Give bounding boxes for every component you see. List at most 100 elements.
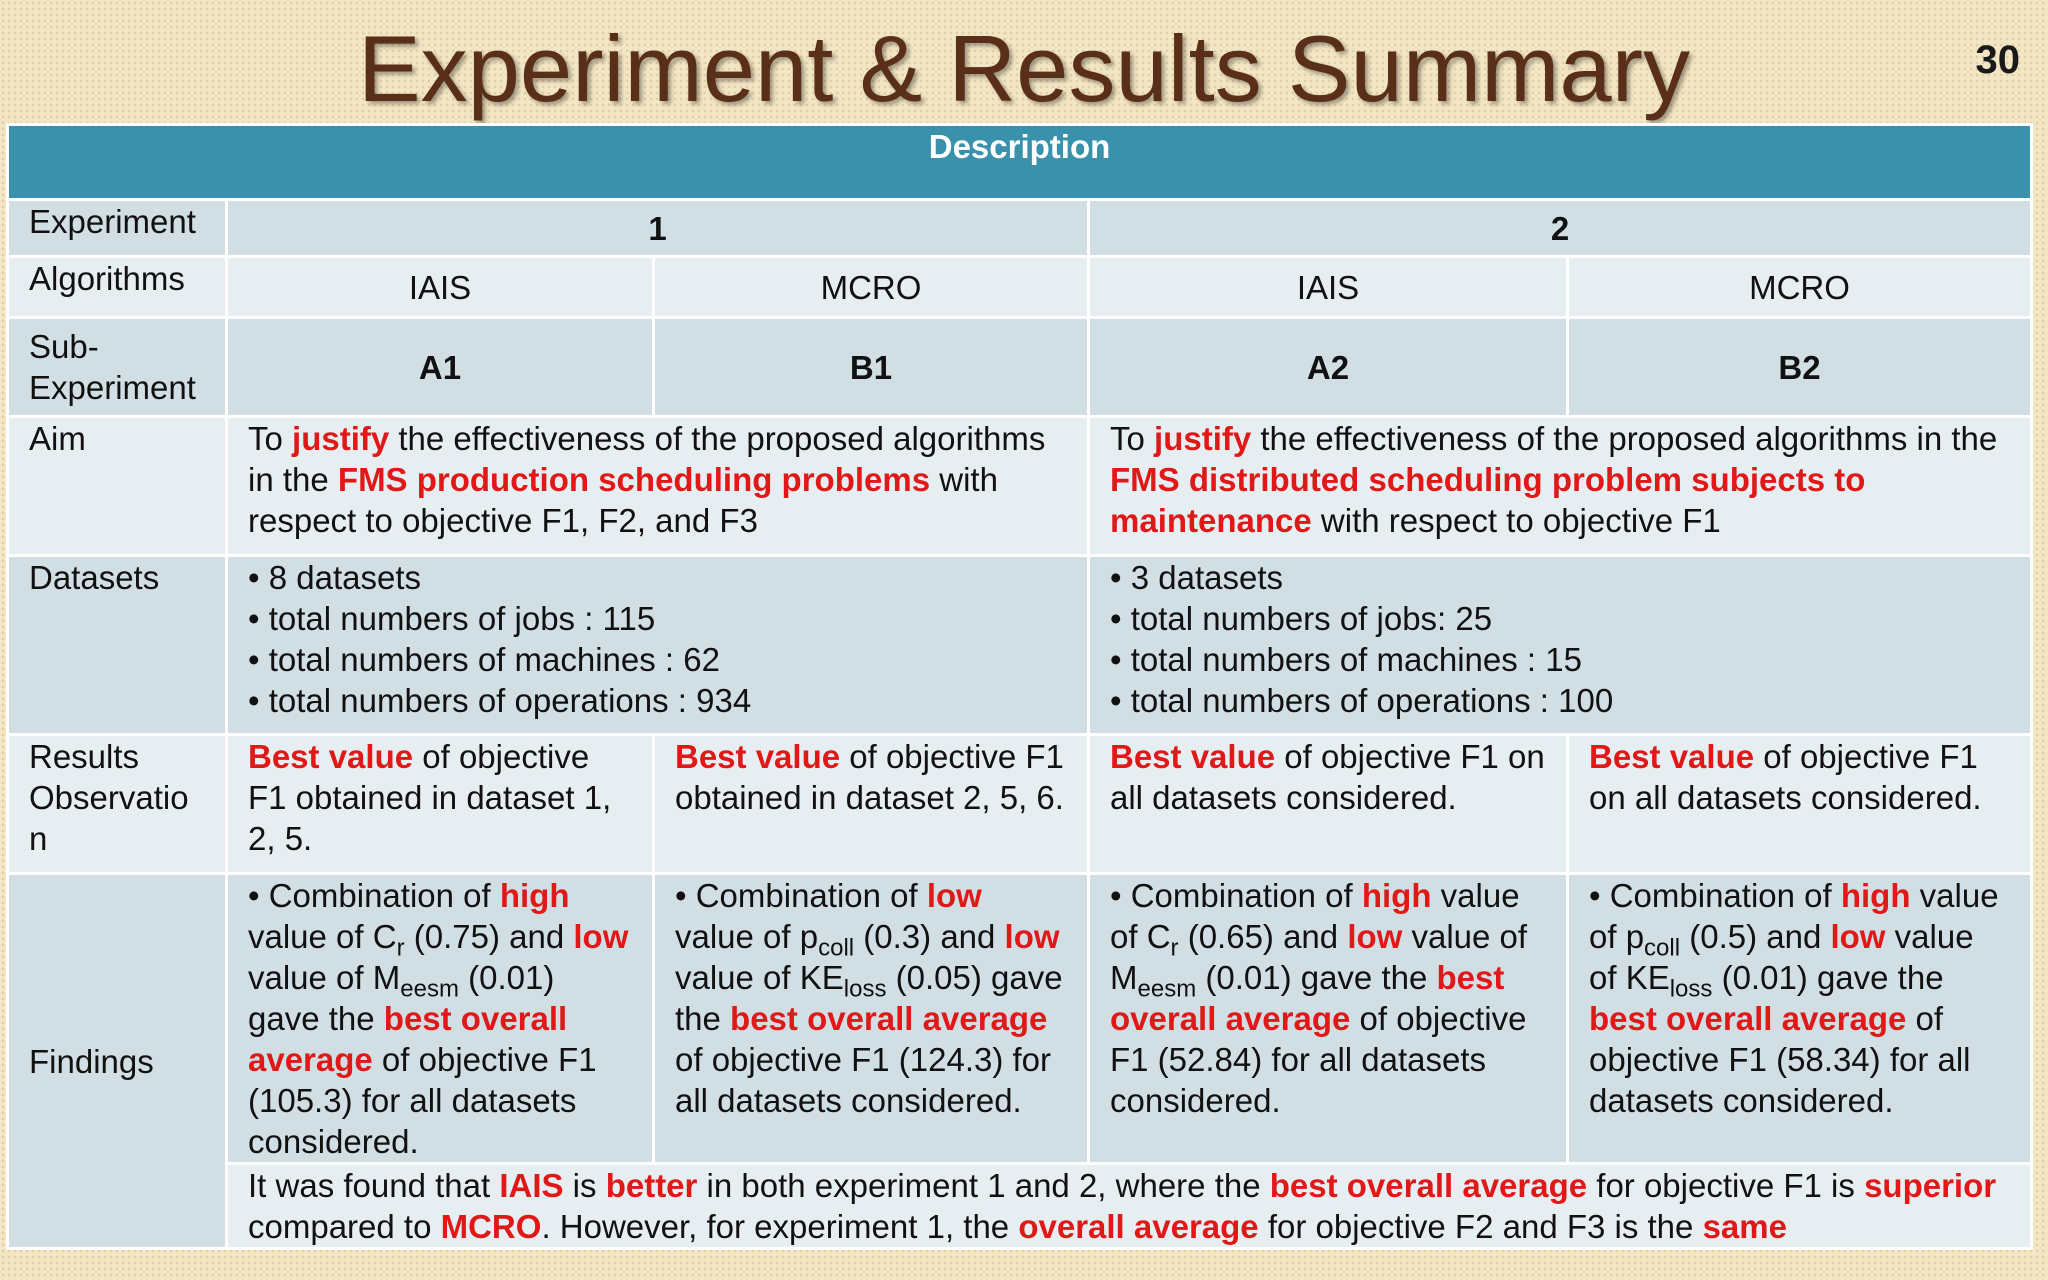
sub-experiment-cell: A1	[225, 316, 655, 418]
label-line: Results	[29, 738, 140, 775]
finding-text: value of p	[1589, 877, 1999, 955]
conclusion-text: . However, for experiment 1, the	[541, 1208, 1019, 1245]
finding-text: of objective F1 (105.3) for all datasets…	[248, 1041, 597, 1160]
finding-text: value of p	[675, 918, 819, 955]
conclusion-highlight: IAIS	[499, 1167, 564, 1204]
summary-table: Description Experiment 1 2 Algorithms IA…	[5, 123, 2034, 1250]
result-text: of objective F1 obtained in dataset 2, 5…	[675, 738, 1064, 816]
aim-experiment-2: To justify the effectiveness of the prop…	[1086, 415, 2034, 557]
finding-highlight: best overall average	[1589, 1000, 1907, 1037]
finding-text: value of C	[248, 918, 397, 955]
row-label-experiment: Experiment	[6, 198, 228, 258]
row-label-sub-experiment: Sub- Experiment	[6, 316, 228, 418]
sub-experiment-cell: A2	[1087, 316, 1569, 418]
finding-highlight: low	[1347, 918, 1403, 955]
finding-text: value of KE	[675, 959, 844, 996]
result-highlight: Best value	[248, 738, 414, 775]
dataset-bullet: • 8 datasets	[248, 559, 421, 596]
conclusion-highlight: better	[605, 1167, 698, 1204]
row-label-results-observation: Results Observatio n	[6, 733, 228, 875]
datasets-experiment-2: • 3 datasets • total numbers of jobs: 25…	[1086, 554, 2034, 736]
dataset-bullet: • total numbers of operations : 100	[1110, 682, 1614, 719]
dataset-bullet: • total numbers of jobs : 115	[248, 600, 656, 637]
datasets-experiment-1: • 8 datasets • total numbers of jobs : 1…	[225, 554, 1090, 736]
conclusion-highlight: superior	[1864, 1167, 1997, 1204]
aim-text: with respect to objective F1	[1311, 502, 1721, 539]
result-cell: Best value of objective F1 on all datase…	[1087, 733, 1569, 875]
finding-text: (0.3) and	[854, 918, 1005, 955]
aim-highlight: FMS distributed scheduling problem subje…	[1110, 461, 1866, 539]
result-cell: Best value of objective F1 obtained in d…	[652, 733, 1090, 875]
algorithm-cell: MCRO	[652, 255, 1090, 319]
finding-highlight: low	[1004, 918, 1060, 955]
finding-subscript: loss	[843, 975, 887, 1003]
finding-text: value of C	[1110, 877, 1520, 955]
sub-experiment-cell: B2	[1565, 316, 2034, 418]
finding-text: value of M	[1110, 918, 1528, 996]
finding-cell: • Combination of low value of pcoll (0.3…	[652, 872, 1090, 1165]
finding-subscript: loss	[1669, 975, 1713, 1003]
finding-text: of objective F1 (58.34) for all datasets…	[1589, 1000, 1971, 1119]
algorithm-cell: IAIS	[225, 255, 655, 319]
finding-subscript: eesm	[400, 975, 459, 1003]
dataset-bullet: • total numbers of machines : 62	[248, 641, 720, 678]
finding-subscript: r	[1170, 934, 1179, 962]
conclusion-text: for objective F1 is	[1587, 1167, 1865, 1204]
aim-text: the effectiveness of the proposed algori…	[1251, 420, 1998, 457]
finding-text: (0.65) and	[1178, 918, 1348, 955]
conclusion-highlight: MCRO	[440, 1208, 542, 1245]
aim-highlight: justify	[1154, 420, 1252, 457]
result-text: of objective F1 on all datasets consider…	[1589, 738, 1982, 816]
finding-highlight: high	[499, 877, 570, 914]
aim-highlight: justify	[292, 420, 390, 457]
result-cell: Best value of objective F1 on all datase…	[1565, 733, 2034, 875]
row-label-aim: Aim	[6, 415, 228, 557]
conclusion-cell: It was found that IAIS is better in both…	[224, 1162, 2034, 1250]
result-text: of objective F1 on all datasets consider…	[1110, 738, 1545, 816]
label-line: n	[29, 820, 48, 857]
finding-subscript: coll	[818, 934, 855, 962]
table-header-description: Description	[5, 123, 2034, 201]
finding-subscript: r	[396, 934, 405, 962]
result-highlight: Best value	[1110, 738, 1276, 775]
result-highlight: Best value	[675, 738, 841, 775]
label-line: Experiment	[29, 369, 196, 406]
algorithm-cell: IAIS	[1087, 255, 1569, 319]
dataset-bullet: • total numbers of jobs: 25	[1110, 600, 1493, 637]
finding-text: • Combination of	[1589, 877, 1841, 914]
finding-highlight: best overall average	[248, 1000, 568, 1078]
finding-text: (0.5) and	[1680, 918, 1831, 955]
conclusion-highlight: overall average	[1018, 1208, 1259, 1245]
conclusion-text: is	[563, 1167, 606, 1204]
result-highlight: Best value	[1589, 738, 1755, 775]
label-line: Sub-	[29, 328, 99, 365]
finding-text: • Combination of	[248, 877, 500, 914]
aim-highlight: FMS production scheduling problems	[337, 461, 931, 498]
row-label-datasets: Datasets	[6, 554, 228, 736]
finding-cell: • Combination of high value of Cr (0.65)…	[1087, 872, 1569, 1165]
finding-text: value of KE	[1589, 918, 1974, 996]
aim-text: To	[248, 420, 293, 457]
finding-highlight: best overall average	[1110, 959, 1505, 1037]
finding-text: value of M	[248, 959, 401, 996]
finding-highlight: high	[1840, 877, 1911, 914]
row-label-algorithms: Algorithms	[6, 255, 228, 319]
slide-title: Experiment & Results Summary	[357, 16, 1691, 121]
finding-highlight: low	[1830, 918, 1886, 955]
slide-number: 30	[1975, 38, 2021, 82]
finding-text: • Combination of	[1110, 877, 1362, 914]
conclusion-text: for objective F2 and F3 is the	[1258, 1208, 1703, 1245]
finding-highlight: high	[1361, 877, 1432, 914]
finding-subscript: eesm	[1137, 975, 1197, 1003]
conclusion-highlight: same	[1702, 1208, 1787, 1245]
finding-highlight: best overall average	[730, 1000, 1048, 1037]
aim-text: To	[1110, 420, 1155, 457]
aim-text: with respect to objective F1, F2, and F3	[248, 461, 998, 539]
conclusion-text: It was found that	[248, 1167, 500, 1204]
dataset-bullet: • total numbers of machines : 15	[1110, 641, 1582, 678]
conclusion-highlight: best overall average	[1269, 1167, 1588, 1204]
aim-text: the effectiveness of the proposed algori…	[248, 420, 1046, 498]
result-text: of objective F1 obtained in dataset 1, 2…	[248, 738, 612, 857]
conclusion-text: in both experiment 1 and 2, where the	[697, 1167, 1270, 1204]
finding-text: (0.01) gave the	[1712, 959, 1944, 996]
